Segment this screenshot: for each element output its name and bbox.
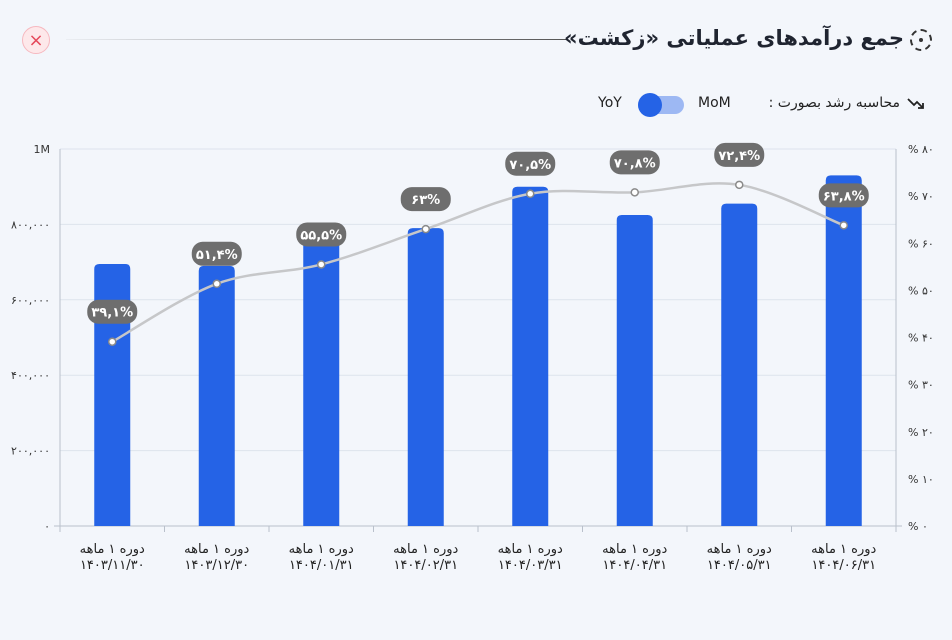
x-category-label: دوره ۱ ماهه bbox=[811, 542, 876, 557]
growth-point bbox=[839, 221, 848, 230]
x-category-label: دوره ۱ ماهه bbox=[602, 542, 667, 557]
growth-point bbox=[735, 180, 744, 190]
bar bbox=[198, 265, 235, 526]
x-category-date: ۱۴۰۴/۰۳/۳۱ bbox=[498, 558, 563, 573]
growth-label: ۷۰,۵% bbox=[509, 158, 551, 173]
y-tick-label-right: % ۴۰ bbox=[908, 332, 934, 345]
x-category-label: دوره ۱ ماهه bbox=[289, 542, 354, 557]
growth-label: ۶۳% bbox=[411, 193, 440, 208]
bar bbox=[616, 214, 653, 526]
x-category-date: ۱۴۰۳/۱۲/۳۰ bbox=[184, 558, 249, 573]
bar bbox=[721, 203, 758, 527]
option-yoy[interactable]: YoY bbox=[598, 95, 622, 111]
growth-point bbox=[526, 189, 535, 199]
chart-title: جمع درآمدهای عملیاتی «زکشت» bbox=[564, 26, 904, 50]
growth-line bbox=[111, 182, 845, 343]
x-category-date: ۱۴۰۴/۰۱/۳۱ bbox=[289, 558, 354, 573]
growth-point bbox=[421, 224, 430, 234]
x-category-label: دوره ۱ ماهه bbox=[184, 542, 249, 557]
y-tick-label-right: % ۳۰ bbox=[908, 379, 934, 392]
y-tick-label-right: % ۵۰ bbox=[908, 284, 934, 297]
y-tick-label-right: % ۶۰ bbox=[908, 237, 934, 250]
growth-label: ۷۰,۸% bbox=[614, 156, 656, 171]
growth-label: ۵۱,۴% bbox=[196, 248, 238, 263]
growth-mode-toggle[interactable] bbox=[638, 93, 684, 117]
y-tick-label-right: % ۱۰ bbox=[908, 473, 934, 486]
x-category-label: دوره ۱ ماهه bbox=[498, 542, 563, 557]
chart-header: × جمع درآمدهای عملیاتی «زکشت» bbox=[0, 0, 952, 80]
x-category-label: دوره ۱ ماهه bbox=[80, 542, 145, 557]
toggle-knob bbox=[638, 93, 662, 117]
growth-badge bbox=[818, 183, 869, 208]
growth-label: ۷۲,۴% bbox=[718, 149, 760, 164]
growth-badge bbox=[505, 151, 556, 176]
growth-mode-label: محاسبه رشد بصورت : bbox=[768, 95, 900, 111]
y-tick-label-right: % ۷۰ bbox=[908, 190, 934, 203]
x-category-date: ۱۴۰۴/۰۵/۳۱ bbox=[707, 558, 772, 573]
growth-label: ۶۳,۸% bbox=[823, 189, 865, 204]
dashed-circle-icon bbox=[910, 29, 932, 51]
growth-label: ۵۵,۵% bbox=[300, 228, 342, 243]
x-category-label: دوره ۱ ماهه bbox=[393, 542, 458, 557]
bar bbox=[407, 228, 444, 527]
header-divider bbox=[66, 39, 566, 40]
y-tick-label-left: ۸۰۰,۰۰۰ bbox=[11, 218, 50, 231]
y-tick-label-right: % ۸۰ bbox=[908, 143, 934, 156]
x-category-date: ۱۴۰۴/۰۶/۳۱ bbox=[811, 558, 876, 573]
x-category-date: ۱۴۰۴/۰۲/۳۱ bbox=[393, 558, 458, 573]
trend-up-icon bbox=[907, 98, 924, 109]
x-category-date: ۱۴۰۳/۱۱/۳۰ bbox=[80, 558, 145, 573]
x-category-label: دوره ۱ ماهه bbox=[707, 542, 772, 557]
bar bbox=[512, 186, 549, 526]
y-tick-label-left: 1M bbox=[34, 143, 51, 156]
bar bbox=[303, 231, 340, 526]
y-tick-label-left: ۴۰۰,۰۰۰ bbox=[11, 369, 50, 382]
growth-badge bbox=[400, 187, 451, 212]
y-tick-label-left: ۰ bbox=[44, 520, 50, 533]
growth-point bbox=[212, 279, 221, 289]
growth-badge bbox=[191, 241, 242, 266]
x-category-date: ۱۴۰۴/۰۴/۳۱ bbox=[602, 558, 667, 573]
option-mom[interactable]: MoM bbox=[698, 95, 731, 111]
growth-label: ۳۹,۱% bbox=[91, 306, 133, 321]
growth-point bbox=[108, 337, 117, 346]
y-tick-label-left: ۲۰۰,۰۰۰ bbox=[11, 445, 50, 458]
growth-badge bbox=[296, 222, 347, 247]
growth-badge bbox=[714, 142, 765, 167]
y-tick-label-left: ۶۰۰,۰۰۰ bbox=[11, 294, 50, 307]
growth-point bbox=[317, 260, 326, 269]
growth-point bbox=[630, 188, 639, 197]
growth-badge bbox=[87, 299, 138, 324]
y-tick-label-right: % ۲۰ bbox=[908, 426, 934, 439]
y-tick-label-right: % ۰ bbox=[908, 520, 928, 533]
bar bbox=[94, 263, 131, 526]
growth-badge bbox=[609, 150, 660, 175]
close-icon[interactable]: × bbox=[22, 26, 50, 54]
bar bbox=[825, 175, 862, 526]
